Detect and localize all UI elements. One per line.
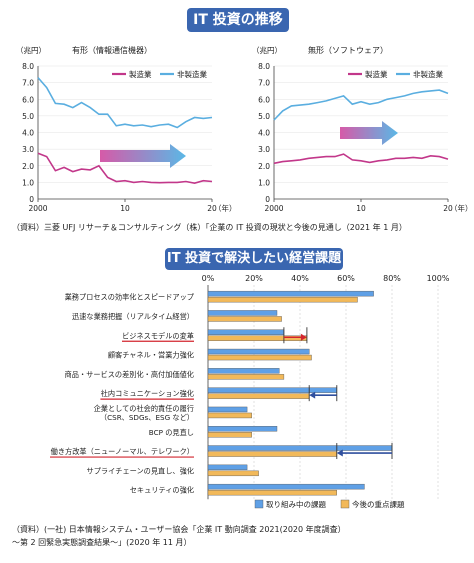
y-tick-label: 8.0 <box>22 62 34 71</box>
tangible-investment-chart: （兆円） 有形（情報通信機器） 0 1.0 2.0 3.0 4.0 5.0 6.0 7.0 8.0 2… <box>16 45 237 213</box>
bar <box>207 406 248 413</box>
category-label: 顧客チャネル・営業力強化 <box>108 351 194 360</box>
source-note-1: （資料）三菱 UFJ リサーチ＆コンサルティング（株）「企業の IT 投資の現状… <box>12 223 407 232</box>
y-tick-label: 5.0 <box>22 112 34 121</box>
y-tick-label: 0 <box>265 195 270 204</box>
bar <box>207 451 338 457</box>
y-unit-label: （兆円） <box>16 45 46 55</box>
change-arrow-down-head <box>336 449 343 457</box>
bar <box>207 290 374 297</box>
bar <box>207 445 393 451</box>
x-tick-label: 80% <box>383 274 401 283</box>
category-label: 業務プロセスの効率化とスピードアップ <box>65 293 195 302</box>
y-tick-label: 1.0 <box>258 178 270 187</box>
bar <box>207 464 248 471</box>
category-label: 企業としての社会的責任の履行 <box>94 404 194 413</box>
legend-label: 取り組み中の課題 <box>266 499 326 509</box>
legend-label: 非製造業 <box>177 69 207 79</box>
line-charts: （兆円） 有形（情報通信機器） 0 1.0 2.0 3.0 4.0 5.0 6.0 7.0 8.0 2… <box>16 45 473 213</box>
x-unit-label: （年） <box>214 203 237 213</box>
management-issues-bar-chart: 0% 20% 40% 60% 80% 100% 業務プロセスの効率化とスピードアップ迅速な業… <box>50 274 450 509</box>
category-label: セキュリティの強化 <box>130 486 194 495</box>
bar <box>207 316 282 322</box>
y-tick-label: 4.0 <box>258 129 270 138</box>
bar <box>207 374 285 380</box>
change-arrow-up-head <box>300 333 307 341</box>
bar <box>207 483 365 490</box>
x-tick-label: 2000 <box>28 204 47 213</box>
legend-swatch <box>254 499 264 509</box>
bar <box>207 387 338 393</box>
bar <box>207 432 252 438</box>
chart-subtitle: 有形（情報通信機器） <box>72 45 152 55</box>
x-unit-label: （年） <box>450 203 473 213</box>
y-tick-label: 3.0 <box>258 145 270 154</box>
category-label: 社内コミュニケーション強化 <box>101 389 194 398</box>
x-tick-label: 10 <box>356 204 366 213</box>
series-line <box>273 153 449 165</box>
bar <box>207 393 310 399</box>
y-tick-label: 7.0 <box>22 79 34 88</box>
legend-label: 製造業 <box>129 69 152 79</box>
source-note-2a: （資料）(一社) 日本情報システム・ユーザー協会「企業 IT 動向調査 2021… <box>12 525 346 534</box>
category-label: （CSR、SDGs、ESG など） <box>100 413 194 422</box>
series-line <box>273 89 449 121</box>
chart-subtitle: 無形（ソフトウェア） <box>308 45 388 55</box>
bar <box>207 348 310 355</box>
y-tick-label: 6.0 <box>22 95 34 104</box>
source-note-2b: ～第 2 回緊急実態調査結果～」(2020 年 11 月） <box>12 538 192 547</box>
y-tick-label: 5.0 <box>258 112 270 121</box>
y-tick-label: 7.0 <box>258 79 270 88</box>
bar <box>207 310 278 316</box>
bar <box>207 470 259 477</box>
y-tick-label: 1.0 <box>22 178 34 187</box>
x-tick-label: 2000 <box>264 204 283 213</box>
category-label: ビジネスモデルの変革 <box>122 331 194 340</box>
x-tick-label: 100% <box>427 274 450 283</box>
bar <box>207 296 358 303</box>
series-line <box>37 77 213 129</box>
section-title: IT 投資で解決したい経営課題 <box>165 248 343 270</box>
category-label: 迅速な業務把握（リアルタイム経営） <box>72 312 194 321</box>
y-tick-label: 0 <box>29 195 34 204</box>
x-tick-label: 60% <box>337 274 355 283</box>
x-tick-label: 20 <box>207 204 217 213</box>
legend-swatch <box>340 499 350 509</box>
software-investment-chart: （兆円） 無形（ソフトウェア） 0 1.0 2.0 3.0 4.0 5.0 6.0 7.0 8.0 2… <box>252 45 473 213</box>
y-tick-label: 8.0 <box>258 62 270 71</box>
category-label: BCP の見直し <box>149 428 194 437</box>
trend-arrow-software <box>340 121 398 145</box>
trend-arrow-tangible <box>100 144 186 168</box>
category-label: 働き方改革（ニューノーマル、テレワーク） <box>51 447 194 456</box>
bar <box>207 368 280 374</box>
page-title: IT 投資の推移 <box>187 8 289 32</box>
y-tick-label: 3.0 <box>22 145 34 154</box>
x-tick-label: 20 <box>443 204 453 213</box>
bar <box>207 489 338 496</box>
legend-label: 今後の重点課題 <box>352 499 405 509</box>
x-tick-label: 40% <box>291 274 309 283</box>
bar <box>207 412 252 419</box>
y-tick-label: 4.0 <box>22 129 34 138</box>
legend-label: 製造業 <box>365 69 388 79</box>
x-tick-label: 0% <box>202 274 215 283</box>
change-arrow-down-head <box>309 391 316 399</box>
y-unit-label: （兆円） <box>252 45 282 55</box>
bar <box>207 329 285 335</box>
x-tick-label: 10 <box>120 204 130 213</box>
bar <box>207 354 312 361</box>
y-tick-label: 2.0 <box>258 162 270 171</box>
bar <box>207 426 278 432</box>
series-line <box>37 152 213 185</box>
y-tick-label: 6.0 <box>258 95 270 104</box>
category-label: 商品・サービスの差別化・高付加価値化 <box>65 370 194 379</box>
category-label: サプライチェーンの見直し、強化 <box>87 466 194 475</box>
y-tick-label: 2.0 <box>22 162 34 171</box>
x-tick-label: 20% <box>245 274 263 283</box>
legend-label: 非製造業 <box>413 69 443 79</box>
